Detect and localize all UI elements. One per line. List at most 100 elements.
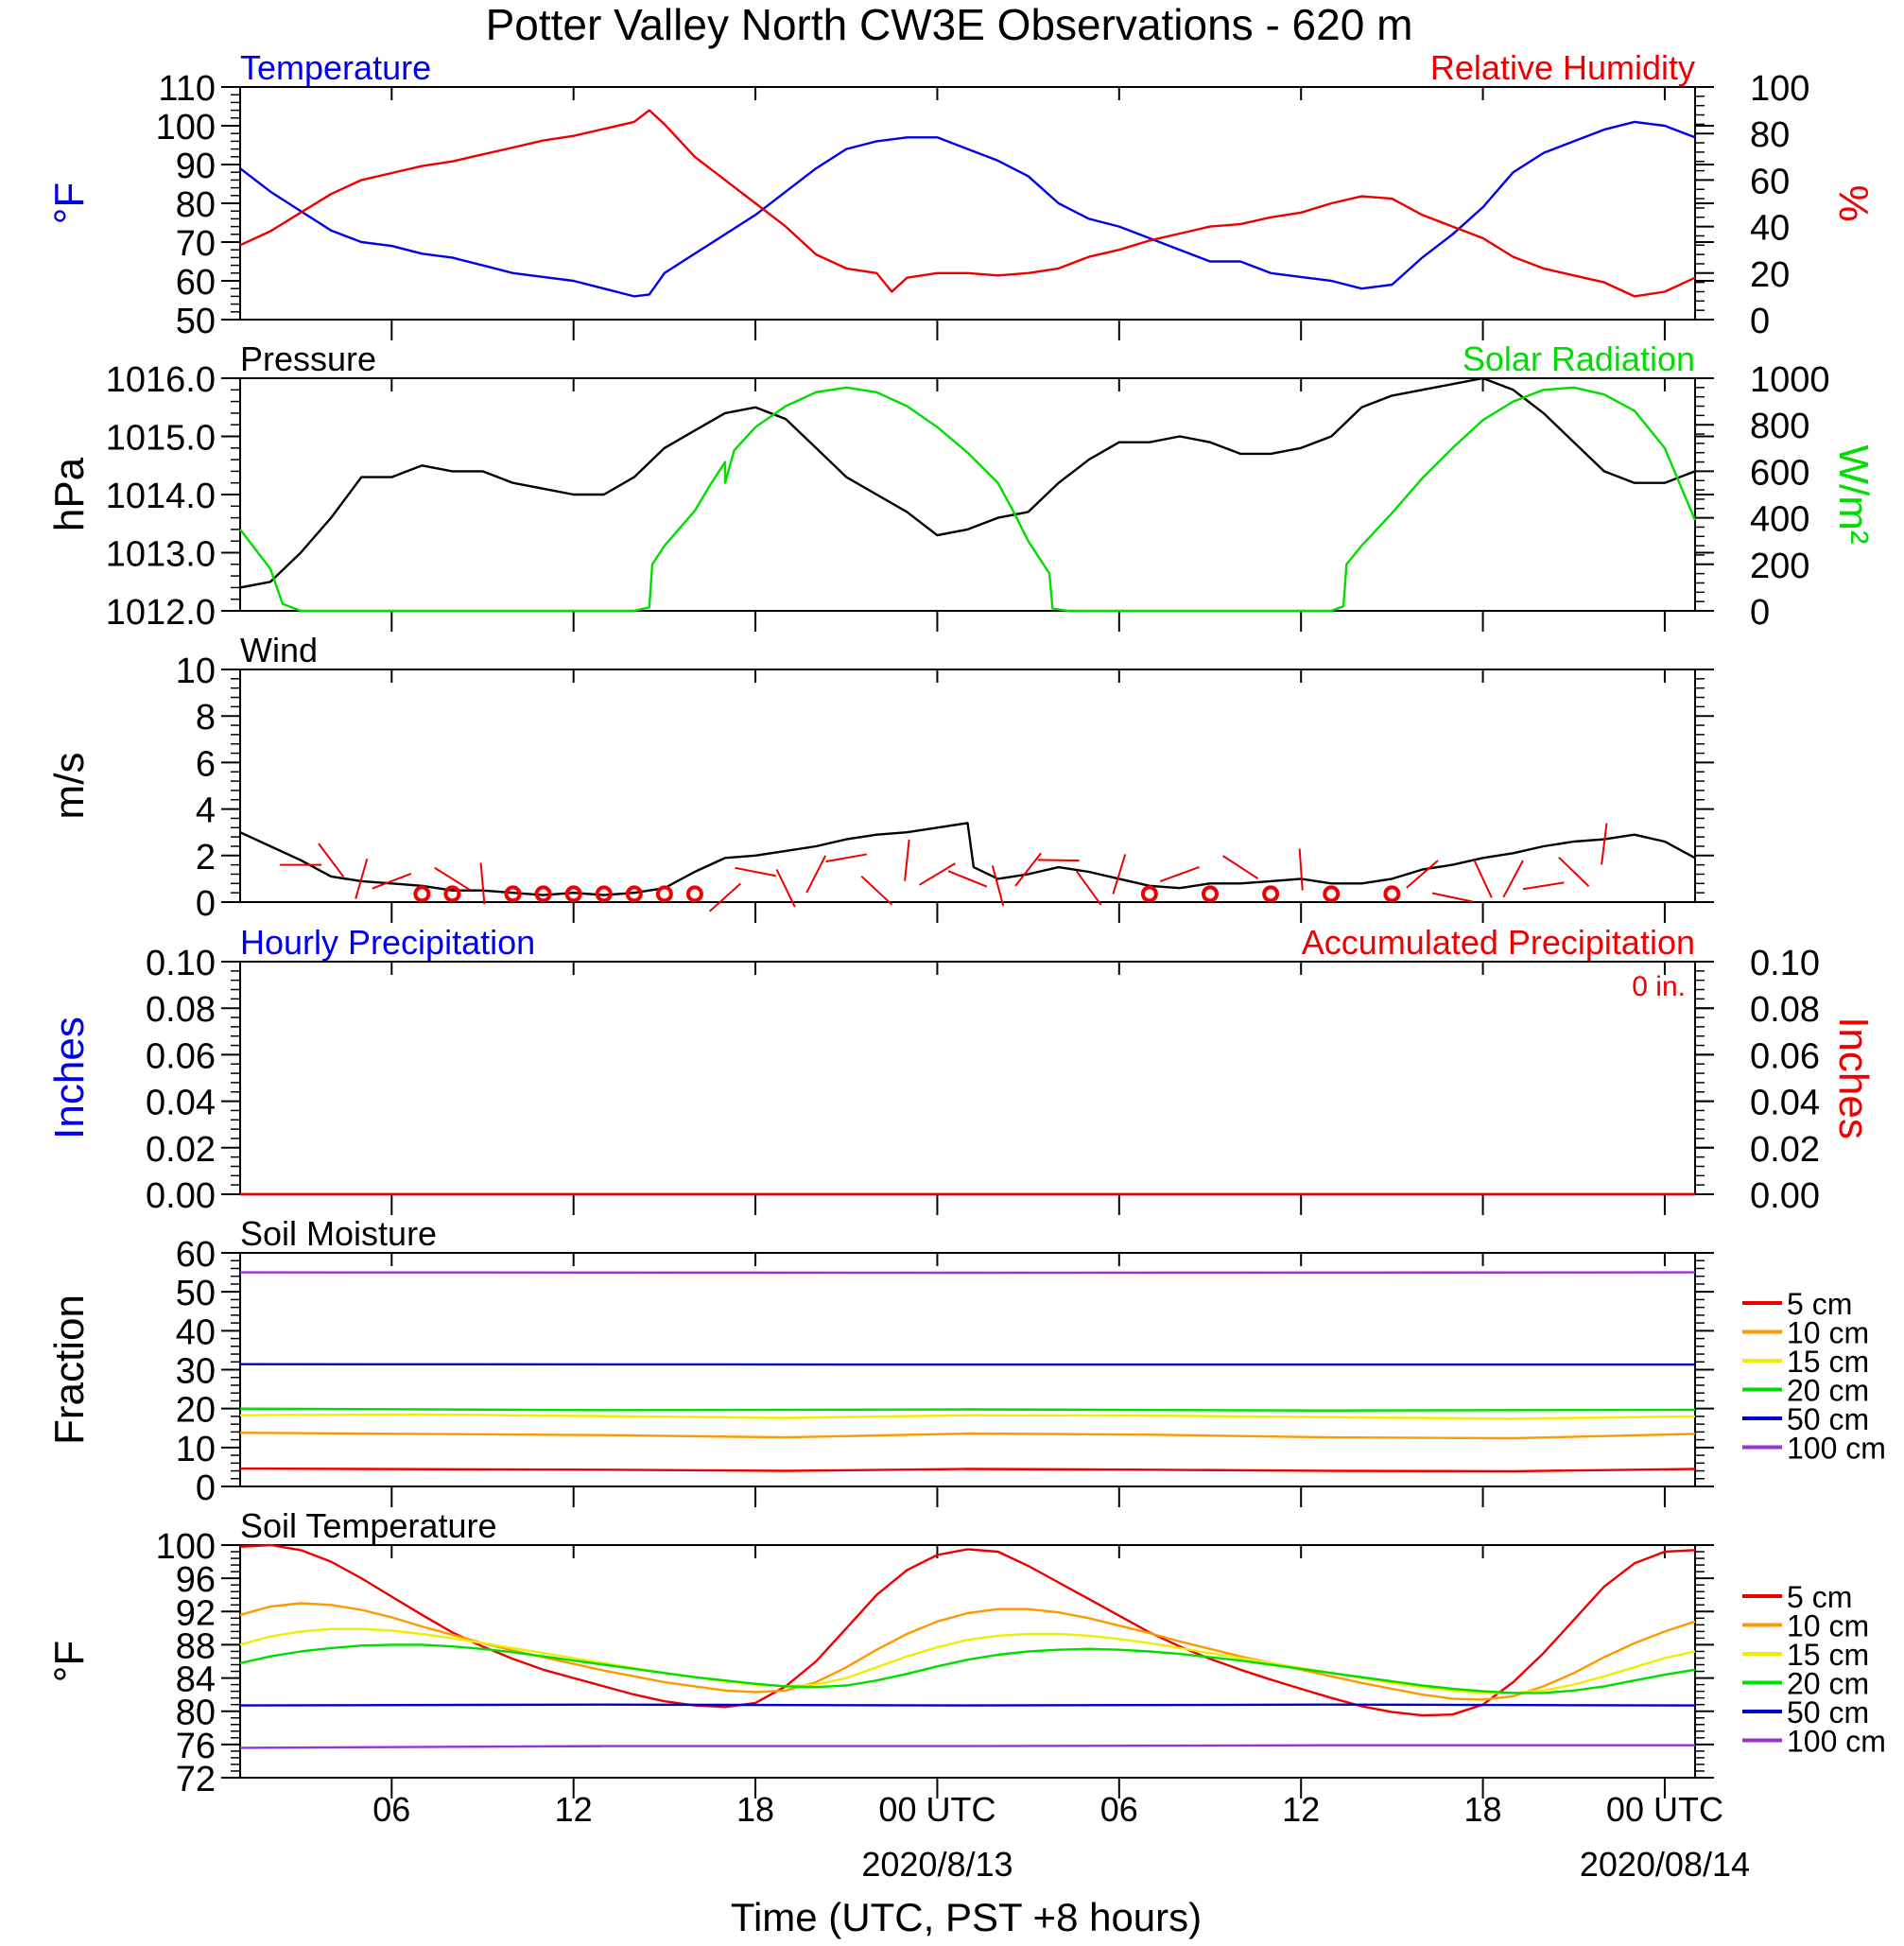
- calm-wind-marker: [504, 885, 522, 903]
- y-tick-label-left: 8: [196, 698, 216, 738]
- legend-label: 100 cm: [1787, 1432, 1886, 1466]
- panel-title-left: Hourly Precipitation: [240, 923, 535, 962]
- panel-pressure_solar: 1012.0 1013.0 1014.0 1015.0 1016.0 0 200 400 600…: [46, 339, 1877, 633]
- legend-label: 15 cm: [1787, 1638, 1869, 1672]
- wind-barb: [919, 862, 956, 886]
- series-line-red: [239, 109, 1696, 298]
- wind-barb: [372, 873, 412, 890]
- y-tick-label-right: 100: [1750, 69, 1809, 109]
- x-date-label: 2020/8/13: [861, 1845, 1013, 1884]
- wind-barb: [991, 865, 1005, 907]
- wind-barb: [1298, 848, 1304, 891]
- x-tick-label: 00 UTC: [1606, 1790, 1723, 1829]
- y-axis-label-left: °F: [46, 182, 93, 224]
- y-tick-label-right: 80: [1750, 115, 1790, 155]
- x-tick-label: 00 UTC: [878, 1790, 995, 1829]
- wind-barb: [479, 862, 486, 905]
- calm-wind-marker: [413, 885, 431, 903]
- y-tick-label-right: 0: [1750, 302, 1770, 341]
- y-tick-label-left: 60: [176, 1235, 216, 1275]
- calm-wind-marker: [1262, 885, 1280, 903]
- plot-frame: [239, 86, 1696, 321]
- y-tick-label-left: 88: [176, 1626, 216, 1666]
- y-tick-label-left: 20: [176, 1391, 216, 1431]
- y-tick-label-left: 0.04: [146, 1084, 216, 1123]
- y-tick-label-left: 0: [196, 1468, 216, 1508]
- panel-precip: 0.00 0.02 0.04 0.06 0.08 0.10 0.00 0.02 0.04 0.06…: [46, 923, 1877, 1216]
- series-line-15-cm: [239, 1413, 1696, 1420]
- calm-wind-marker: [655, 885, 673, 903]
- y-tick-label-left: 10: [176, 652, 216, 691]
- plot-frame: [239, 669, 1696, 903]
- wind-barb: [825, 853, 868, 863]
- y-tick-label-right: 600: [1750, 453, 1809, 493]
- y-tick-label-left: 1012.0: [106, 593, 216, 633]
- wind-barb: [1406, 860, 1439, 889]
- legend-label: 50 cm: [1787, 1402, 1869, 1436]
- legend-label: 10 cm: [1787, 1609, 1869, 1643]
- y-tick-label-left: 50: [176, 1274, 216, 1313]
- y-tick-label-left: 50: [176, 302, 216, 341]
- wind-barb: [1112, 854, 1127, 895]
- x-tick-label: 06: [1100, 1790, 1138, 1829]
- wind-barb: [904, 839, 910, 881]
- calm-wind-marker: [564, 885, 582, 903]
- series-line-15-cm: [239, 1627, 1696, 1694]
- series-line-black: [239, 822, 1696, 896]
- y-tick-label-left: 76: [176, 1727, 216, 1766]
- y-tick-label-right: 200: [1750, 547, 1809, 586]
- y-tick-label-left: 0.10: [146, 944, 216, 983]
- x-axis: 06 12 18 00 UTC 06 12 18 00 UTC 2020/8/13 2020/08…: [372, 1790, 1750, 1884]
- wind-barb: [1076, 870, 1102, 906]
- panel-wind: 0 2 4 6 8 10 Wind m/s: [46, 631, 1714, 924]
- y-tick-label-left: 10: [176, 1430, 216, 1469]
- legend-label: 20 cm: [1787, 1667, 1869, 1701]
- y-tick-label-left: 60: [176, 263, 216, 303]
- y-tick-label-left: 100: [156, 1527, 216, 1567]
- y-tick-label-left: 0.06: [146, 1036, 216, 1076]
- y-tick-label-left: 92: [176, 1593, 216, 1633]
- y-axis-label-left: Fraction: [46, 1294, 93, 1445]
- y-tick-label-right: 60: [1750, 162, 1790, 201]
- series-line-5-cm: [239, 1543, 1696, 1717]
- legend-label: 50 cm: [1787, 1695, 1869, 1729]
- panel-title-left: Soil Moisture: [240, 1214, 437, 1253]
- series-line-black: [239, 376, 1696, 589]
- series-line-20-cm: [239, 1643, 1696, 1694]
- plot-frame: [239, 377, 1696, 612]
- wind-barb: [355, 858, 369, 899]
- wind-barb: [318, 843, 345, 877]
- y-tick-label-left: 84: [176, 1660, 216, 1700]
- y-tick-label-right: 400: [1750, 500, 1809, 540]
- calm-wind-marker: [1202, 885, 1219, 903]
- wind-barb: [434, 866, 471, 891]
- y-tick-label-left: 1015.0: [106, 419, 216, 459]
- calm-wind-marker: [1383, 885, 1401, 903]
- legend-label: 10 cm: [1787, 1316, 1869, 1350]
- legend-label: 5 cm: [1787, 1580, 1852, 1614]
- wind-barb: [1159, 866, 1200, 882]
- legend-label: 5 cm: [1787, 1287, 1852, 1321]
- x-tick-label: 12: [1282, 1790, 1320, 1829]
- y-tick-label-left: 70: [176, 224, 216, 264]
- wind-barb: [1431, 892, 1474, 903]
- x-axis-label: Time (UTC, PST +8 hours): [731, 1895, 1202, 1939]
- y-tick-label-left: 30: [176, 1352, 216, 1392]
- y-tick-label-right: 0.08: [1750, 990, 1820, 1030]
- wind-barb: [708, 882, 742, 912]
- calm-wind-marker: [443, 885, 461, 903]
- y-axis-label-right: Inches: [1830, 1016, 1877, 1139]
- panel-title-right: Accumulated Precipitation: [1302, 923, 1695, 962]
- wind-barb: [1473, 860, 1493, 898]
- y-axis-label-right: W/m²: [1830, 444, 1877, 544]
- panel-title-left: Temperature: [240, 48, 431, 87]
- series-line-green: [239, 386, 1697, 613]
- accumulated-total-label: 0 in.: [1632, 971, 1686, 1002]
- series-line-5-cm: [239, 1467, 1696, 1473]
- legend-label: 100 cm: [1787, 1725, 1886, 1759]
- plot-frame: [239, 961, 1696, 1195]
- y-tick-label-right: 1000: [1750, 360, 1830, 400]
- y-tick-label-left: 2: [196, 838, 216, 877]
